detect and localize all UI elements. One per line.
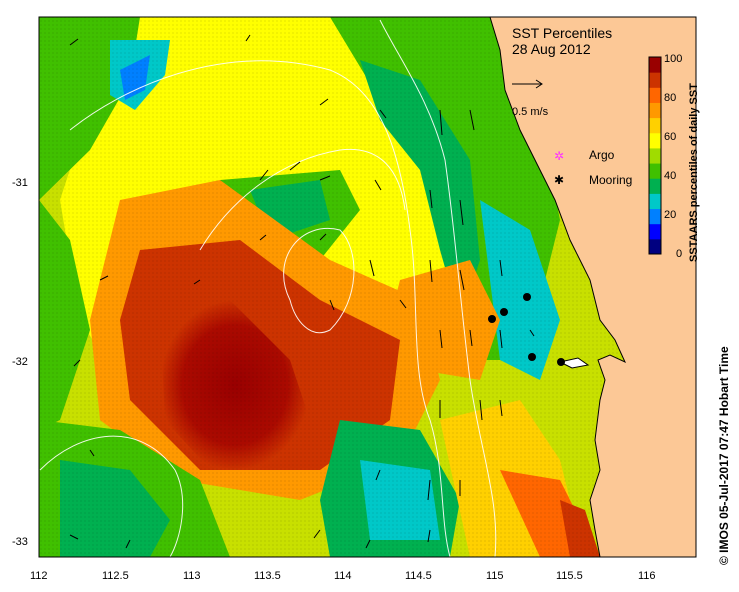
x-tick-label: 114 xyxy=(334,570,352,582)
colorbar-swatch xyxy=(649,193,661,210)
mooring-marker xyxy=(500,308,508,316)
mooring-marker xyxy=(523,293,531,301)
x-tick-label: 113 xyxy=(183,570,201,582)
mooring-marker xyxy=(557,358,565,366)
velocity-scale: 0.5 m/s xyxy=(512,79,549,118)
colorbar-tick-40: 40 xyxy=(664,170,676,182)
mooring-marker xyxy=(488,315,496,323)
map-title: SST Percentiles xyxy=(512,25,612,41)
colorbar-swatch xyxy=(649,223,661,240)
land-region xyxy=(489,16,697,558)
plot-frame xyxy=(38,16,697,558)
x-axis: 112 112.5 113 113.5 114 114.5 115 115.5 … xyxy=(30,570,656,582)
colorbar-swatches xyxy=(649,57,661,255)
mooring-star-icon: ✱ xyxy=(554,173,564,187)
current-vectors xyxy=(69,34,535,549)
map-date: 28 Aug 2012 xyxy=(512,41,591,57)
x-tick-label: 113.5 xyxy=(254,570,281,582)
colorbar-swatch xyxy=(649,163,661,179)
x-tick-label: 114.5 xyxy=(405,570,432,582)
x-tick-label: 115 xyxy=(486,570,504,582)
colorbar-tick-0: 0 xyxy=(676,248,682,260)
legend-mooring-label: Mooring xyxy=(589,173,632,187)
y-tick-label: -31 xyxy=(12,177,28,189)
depth-contours xyxy=(39,19,497,558)
mooring-markers xyxy=(488,293,565,366)
colorbar: 100 80 60 40 20 0 SSTAARS percentiles of… xyxy=(648,53,700,262)
y-axis: -31 -32 -33 xyxy=(12,177,28,548)
colorbar-swatch xyxy=(649,178,661,194)
colorbar-tick-100: 100 xyxy=(664,53,682,65)
colorbar-tick-80: 80 xyxy=(664,92,676,104)
mooring-marker xyxy=(528,353,536,361)
legend-argo-label: Argo xyxy=(589,148,615,162)
colorbar-swatch xyxy=(649,238,661,255)
velocity-scale-label: 0.5 m/s xyxy=(512,106,549,118)
colorbar-swatch xyxy=(649,132,661,149)
credit-text: © IMOS 05-Jul-2017 07:47 Hobart Time xyxy=(717,346,731,565)
colorbar-swatch xyxy=(649,208,661,225)
colorbar-swatch xyxy=(649,57,661,73)
colorbar-swatch xyxy=(649,87,661,103)
argo-star-icon: ✲ xyxy=(554,149,564,163)
marker-legend: ✲ Argo ✱ Mooring xyxy=(554,148,632,187)
colorbar-swatch xyxy=(649,117,661,134)
colorbar-swatch xyxy=(649,72,661,88)
x-tick-label: 112.5 xyxy=(102,570,129,582)
y-tick-label: -33 xyxy=(12,536,28,548)
colorbar-swatch xyxy=(649,102,661,119)
colorbar-tick-60: 60 xyxy=(664,131,676,143)
colorbar-swatch xyxy=(649,147,661,164)
x-tick-label: 112 xyxy=(30,570,48,582)
colorbar-tick-20: 20 xyxy=(664,209,676,221)
colorbar-label: SSTAARS percentiles of daily SST xyxy=(688,83,700,262)
x-tick-label: 115.5 xyxy=(556,570,583,582)
y-tick-label: -32 xyxy=(12,356,28,368)
x-tick-label: 116 xyxy=(638,570,656,582)
